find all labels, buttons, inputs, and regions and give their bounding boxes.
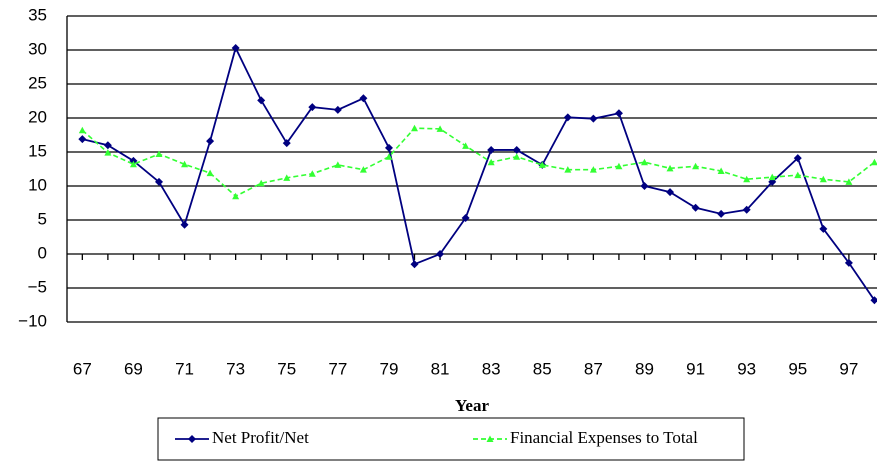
x-tick-label: 71 xyxy=(175,359,194,378)
point xyxy=(538,161,546,168)
point xyxy=(257,179,265,187)
x-tick-label: 91 xyxy=(686,359,705,378)
point xyxy=(870,158,877,166)
point xyxy=(589,166,597,173)
x-tick-label: 89 xyxy=(635,359,654,378)
point xyxy=(206,137,215,146)
point xyxy=(436,125,444,132)
point xyxy=(411,124,419,132)
point xyxy=(615,162,623,170)
y-tick-label: 5 xyxy=(38,209,47,228)
y-tick-label: −10 xyxy=(18,311,47,330)
point xyxy=(181,160,189,168)
point xyxy=(333,105,342,114)
y-tick-label: 15 xyxy=(28,141,47,160)
point xyxy=(283,174,291,181)
point xyxy=(206,169,214,177)
x-tick-label: 93 xyxy=(737,359,756,378)
series-line xyxy=(81,127,875,198)
x-tick-label: 75 xyxy=(277,359,296,378)
point xyxy=(870,296,877,305)
point xyxy=(742,205,751,214)
point xyxy=(231,43,240,52)
legend-marker xyxy=(486,435,494,442)
point xyxy=(589,114,598,123)
x-tick-label: 73 xyxy=(226,359,245,378)
x-tick-label: 67 xyxy=(73,359,92,378)
point xyxy=(129,160,137,168)
y-tick-label: 20 xyxy=(28,107,47,126)
point xyxy=(385,153,393,160)
point xyxy=(487,145,496,154)
point xyxy=(640,182,649,190)
point xyxy=(282,139,291,148)
point xyxy=(845,178,853,185)
x-axis-title: Year xyxy=(455,396,489,415)
y-tick-label: 25 xyxy=(28,73,47,92)
point xyxy=(793,154,802,163)
point xyxy=(103,141,112,150)
point xyxy=(308,170,316,177)
point xyxy=(844,258,853,267)
series-line xyxy=(82,45,876,301)
point xyxy=(487,158,495,166)
point xyxy=(436,250,445,258)
point xyxy=(461,213,470,222)
x-tick-label: 83 xyxy=(482,359,501,378)
point xyxy=(819,175,827,183)
point xyxy=(717,167,725,175)
point xyxy=(308,103,317,112)
y-tick-label: 0 xyxy=(38,243,47,262)
x-tick-label: 77 xyxy=(328,359,347,378)
point xyxy=(257,96,266,105)
x-tick-label: 95 xyxy=(788,359,807,378)
point xyxy=(334,161,342,168)
point xyxy=(666,164,674,172)
x-tick-label: 85 xyxy=(533,359,552,378)
point xyxy=(384,143,393,152)
y-tick-label: 30 xyxy=(28,39,47,58)
point xyxy=(768,173,776,181)
point xyxy=(691,203,700,212)
point xyxy=(717,209,726,218)
point xyxy=(692,162,700,170)
legend-box xyxy=(157,417,745,461)
x-tick-label: 97 xyxy=(839,359,858,378)
legend-marker xyxy=(188,435,196,443)
point xyxy=(666,188,675,197)
point xyxy=(359,94,368,103)
point xyxy=(104,149,112,156)
point xyxy=(78,126,86,134)
point xyxy=(513,153,521,160)
point xyxy=(640,158,648,166)
point xyxy=(410,260,419,269)
legend-label: Net Profit/Net xyxy=(212,428,309,447)
x-tick-label: 87 xyxy=(584,359,603,378)
legend-label: Financial Expenses to Total xyxy=(510,428,698,447)
point xyxy=(614,109,623,118)
y-tick-label: 35 xyxy=(28,5,47,24)
point xyxy=(564,166,572,173)
x-tick-label: 81 xyxy=(431,359,450,378)
point xyxy=(563,113,572,122)
y-tick-label: −5 xyxy=(28,277,47,296)
point xyxy=(232,192,240,200)
point xyxy=(743,175,751,183)
x-tick-label: 79 xyxy=(379,359,398,378)
x-tick-label: 69 xyxy=(124,359,143,378)
point xyxy=(180,220,189,229)
y-tick-label: 10 xyxy=(28,175,47,194)
point xyxy=(155,150,163,158)
point xyxy=(462,142,470,149)
point xyxy=(512,145,521,154)
point xyxy=(794,171,802,179)
point xyxy=(359,166,367,173)
point xyxy=(154,177,163,186)
point xyxy=(819,224,828,233)
point xyxy=(78,135,87,144)
